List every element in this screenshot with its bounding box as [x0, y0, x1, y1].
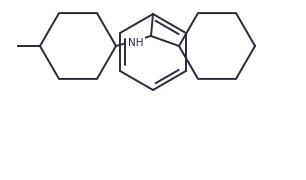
- Text: NH: NH: [128, 38, 143, 48]
